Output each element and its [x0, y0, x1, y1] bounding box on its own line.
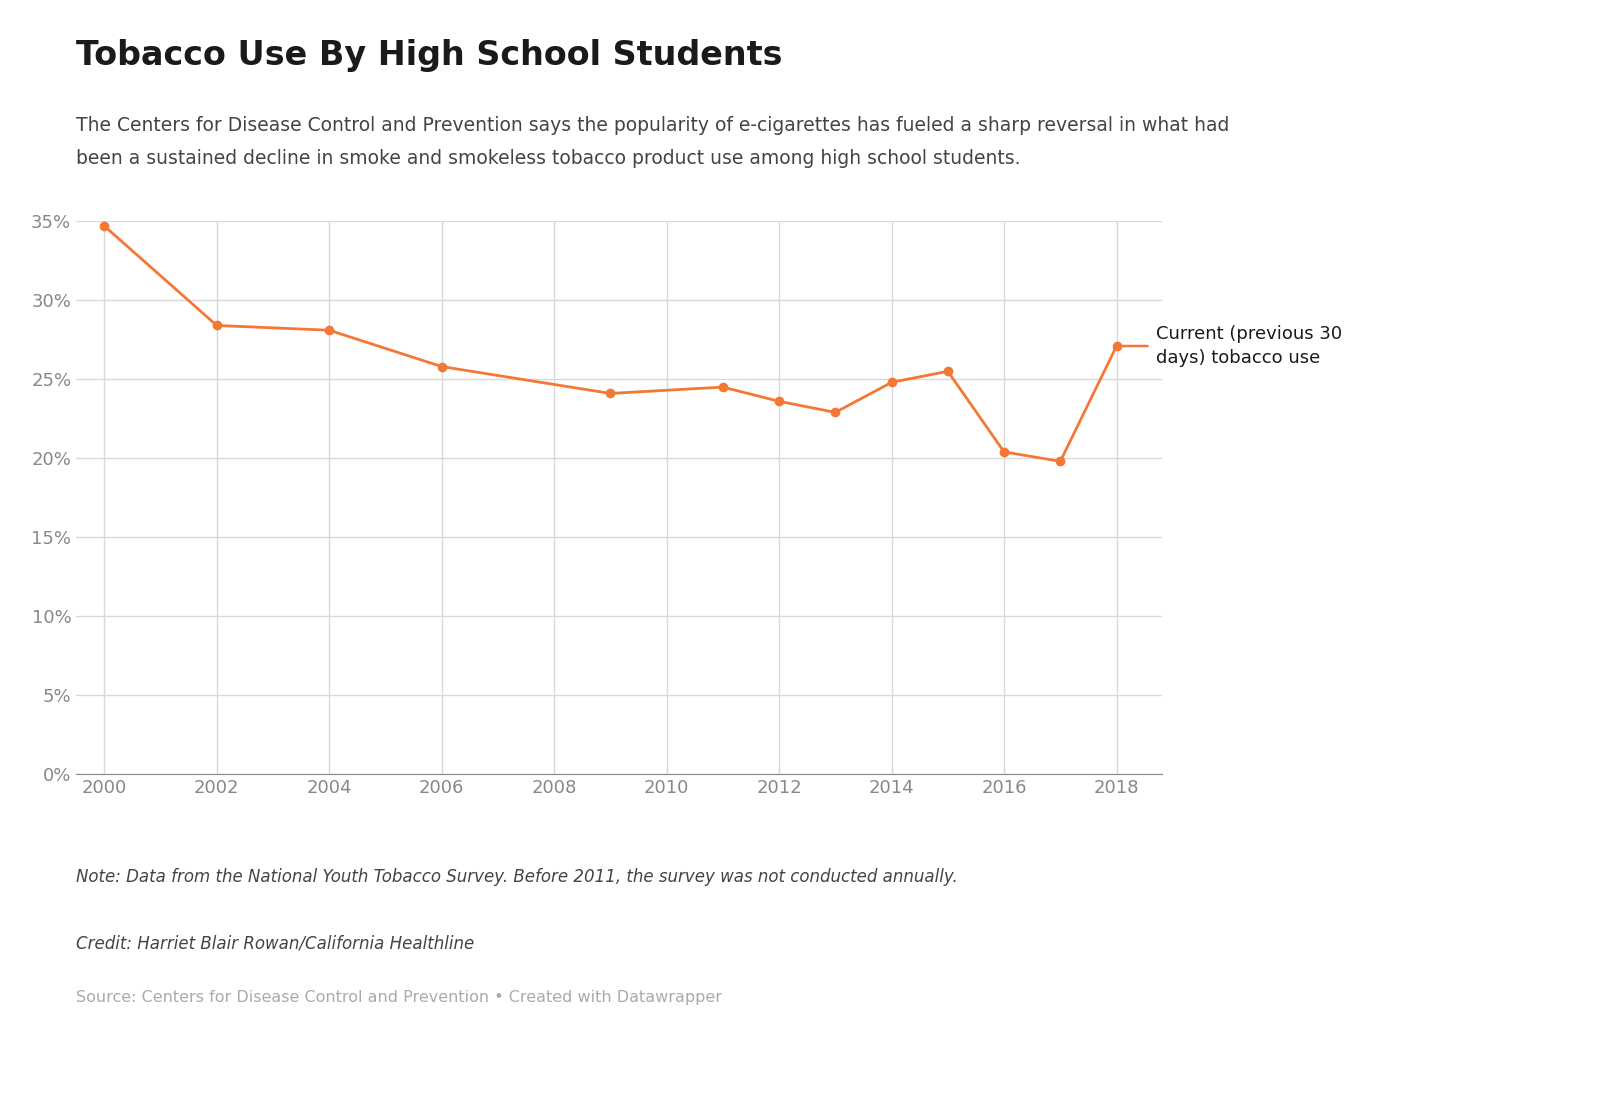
Text: The Centers for Disease Control and Prevention says the popularity of e-cigarett: The Centers for Disease Control and Prev… [76, 116, 1230, 135]
Text: Credit: Harriet Blair Rowan/California Healthline: Credit: Harriet Blair Rowan/California H… [76, 935, 475, 952]
Text: Current (previous 30
days) tobacco use: Current (previous 30 days) tobacco use [1157, 325, 1341, 367]
Text: Source: Centers for Disease Control and Prevention • Created with Datawrapper: Source: Centers for Disease Control and … [76, 990, 723, 1005]
Text: Tobacco Use By High School Students: Tobacco Use By High School Students [76, 39, 782, 72]
Text: been a sustained decline in smoke and smokeless tobacco product use among high s: been a sustained decline in smoke and sm… [76, 149, 1021, 168]
Text: Note: Data from the National Youth Tobacco Survey. Before 2011, the survey was n: Note: Data from the National Youth Tobac… [76, 868, 957, 886]
